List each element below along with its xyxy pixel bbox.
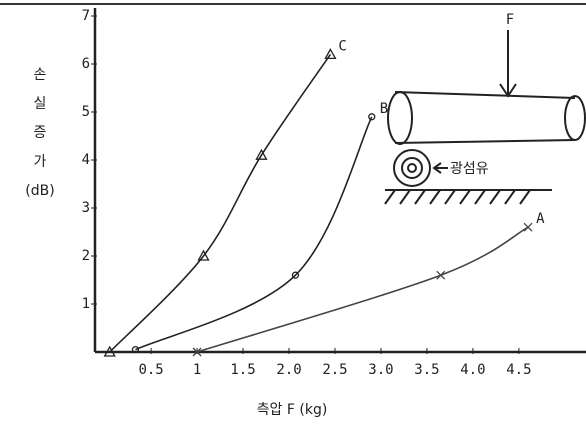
x-tick-label: 0.5 <box>138 362 163 378</box>
inset-diagram <box>384 30 586 205</box>
point <box>197 249 210 261</box>
y-axis-label: 실 <box>34 96 47 112</box>
force-label: F <box>506 12 514 28</box>
point <box>436 270 446 280</box>
line-series <box>109 53 332 353</box>
x-tick-label: 3.0 <box>368 362 393 378</box>
point <box>523 222 533 232</box>
line-series <box>196 226 529 353</box>
x-tick-label: 3.5 <box>414 362 439 378</box>
y-axis-label: 손 <box>34 67 47 83</box>
x-tick-label: 1.5 <box>230 362 255 378</box>
y-tick-label: 1 <box>82 296 90 312</box>
y-tick-label: 3 <box>82 200 90 216</box>
y-tick-label: 6 <box>82 56 90 72</box>
point <box>291 271 300 279</box>
x-tick-label: 1 <box>193 362 201 378</box>
point <box>131 345 140 354</box>
series-label: C <box>338 38 346 54</box>
x-tick-label: 2.0 <box>276 362 301 378</box>
line-series <box>135 116 373 351</box>
y-tick-label: 7 <box>82 8 90 24</box>
point <box>368 113 376 121</box>
x-tick-label: 2.5 <box>322 362 347 378</box>
y-tick-label: 5 <box>82 104 90 120</box>
y-axis-label: 증 <box>34 125 47 141</box>
point <box>103 345 116 357</box>
y-axis-label: 가 <box>34 154 47 170</box>
point <box>192 347 202 357</box>
point <box>255 148 268 160</box>
y-tick-label: 4 <box>82 152 90 168</box>
point <box>324 48 337 60</box>
series-label: A <box>536 211 545 227</box>
fiber-label: 광섬유 <box>450 161 489 177</box>
x-tick-label: 4.5 <box>506 362 531 378</box>
series-label: B <box>380 101 388 117</box>
x-tick-label: 4.0 <box>460 362 485 378</box>
y-axis-label: (dB) <box>25 183 54 199</box>
x-axis-label: 측압 F (kg) <box>257 402 328 418</box>
y-tick-label: 2 <box>82 248 90 264</box>
